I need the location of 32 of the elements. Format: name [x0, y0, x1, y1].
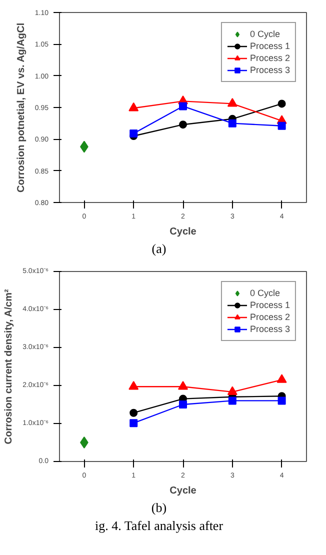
legend-label: 0 Cycle [250, 28, 280, 40]
legend-label: Process 1 [250, 298, 290, 311]
point [227, 98, 238, 107]
text: ig. 4. Tafel analysis after [94, 517, 224, 536]
text: (a) [152, 240, 166, 258]
point [179, 102, 187, 110]
point [228, 396, 236, 404]
point [227, 386, 238, 395]
legend-label: 0 Cycle [250, 286, 280, 299]
point [130, 418, 138, 427]
text: (b) [151, 498, 167, 517]
y-axis-title: Corrosion current density, A/cm² [4, 288, 15, 444]
point [278, 396, 286, 404]
point [278, 122, 286, 130]
point [228, 119, 236, 128]
point [130, 129, 138, 138]
point [128, 102, 139, 112]
point [278, 100, 286, 108]
point [128, 380, 139, 390]
x-axis-title: Cycle [170, 485, 197, 496]
point [179, 120, 187, 129]
x-axis-title: Cycle [170, 226, 197, 238]
point [276, 374, 287, 382]
legend-label: Process 3 [250, 64, 290, 76]
legend-label: Process 3 [250, 322, 290, 335]
legend-label: Process 2 [250, 52, 290, 64]
point [179, 400, 187, 408]
point [178, 380, 188, 390]
legend-label: Process 2 [250, 310, 290, 323]
legend-label: Process 1 [250, 40, 290, 52]
point [130, 408, 138, 416]
y-axis-title: Corrosion potnetial, EV vs. Ag/AgCl [16, 22, 27, 193]
